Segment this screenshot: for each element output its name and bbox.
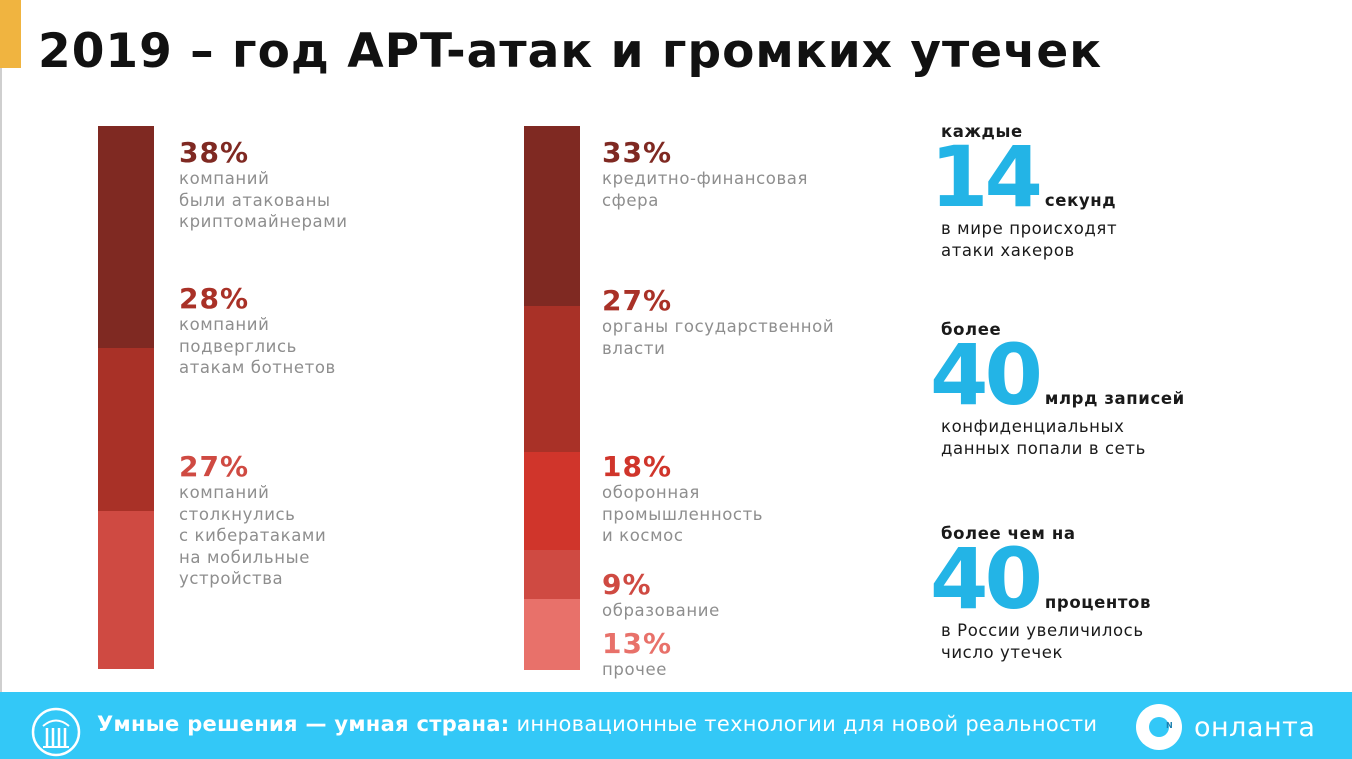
sector-percent: 9%	[602, 568, 652, 601]
stat-prefix: каждые	[941, 122, 1023, 141]
sector-bar-segment	[524, 126, 580, 306]
stat-desc-line: данных попали в сеть	[941, 439, 1146, 458]
stat-unit: млрд записей	[1044, 389, 1185, 408]
attack-bar-segment	[98, 347, 154, 512]
stat-desc-line: в России увеличилось	[941, 621, 1144, 640]
stat-leaks-growth: более чем на 40 процентов в России увели…	[930, 524, 1151, 664]
sector-desc-line: прочее	[602, 660, 668, 679]
sector-desc-line: кредитно-финансовая	[602, 169, 809, 188]
sector-item: 13% прочее	[602, 629, 672, 681]
sector-desc-line: и космос	[602, 526, 684, 545]
sector-bar-segment	[524, 452, 580, 551]
attack-bar-segment	[98, 126, 154, 348]
attack-bar-segment	[98, 511, 154, 669]
attack-percent: 28%	[179, 282, 250, 315]
sector-desc-line: оборонная	[602, 483, 700, 502]
attack-percent: 38%	[179, 136, 250, 169]
sector-desc-line: образование	[602, 601, 720, 620]
columns-emblem-icon	[31, 707, 81, 757]
sector-desc-line: власти	[602, 338, 666, 358]
stat-desc-line: атаки хакеров	[941, 241, 1075, 260]
sector-item: 27% органы государственной власти	[602, 286, 834, 359]
sector-percent: 33%	[602, 136, 673, 169]
stat-big-number: 14	[930, 128, 1043, 226]
stat-unit: секунд	[1044, 191, 1117, 210]
stat-desc-line: в мире происходят	[941, 219, 1118, 238]
attack-desc-line: криптомайнерами	[179, 212, 348, 231]
attack-item: 38% компаний были атакованы криптомайнер…	[179, 138, 348, 233]
footer-slogan-regular: инновационные технологии для новой реаль…	[516, 712, 1098, 736]
attack-desc-line: атакам ботнетов	[179, 358, 336, 377]
sector-item: 9% образование	[602, 570, 720, 622]
sector-item: 18% оборонная промышленность и космос	[602, 452, 763, 547]
left-border	[0, 0, 2, 692]
sector-desc-line: промышленность	[602, 504, 764, 524]
sector-item: 33% кредитно-финансовая сфера	[602, 138, 808, 211]
onlanta-logo-icon: N	[1136, 704, 1182, 750]
brand-name: онланта	[1194, 711, 1316, 743]
brand-logo: N онланта	[1136, 704, 1315, 750]
attack-types-bar	[98, 126, 154, 669]
footer-banner: Умные решения — умная страна: инновацион…	[0, 692, 1352, 759]
sector-desc-line: органы государственной	[602, 317, 835, 336]
stat-desc-line: конфиденциальных	[941, 417, 1125, 436]
attack-desc-line: были атакованы	[179, 190, 331, 210]
footer-slogan: Умные решения — умная страна: инновацион…	[97, 712, 1097, 736]
sector-percent: 27%	[602, 284, 673, 317]
attack-desc-line: устройства	[179, 569, 284, 588]
attack-desc-line: на мобильные	[179, 547, 311, 567]
attack-item: 28% компаний подверглись атакам ботнетов	[179, 284, 336, 379]
slide-title: 2019 – год APT-атак и громких утечек	[38, 24, 1103, 79]
attack-desc-line: компаний	[179, 315, 270, 334]
sector-percent: 13%	[602, 627, 673, 660]
stat-big-number: 40	[930, 326, 1043, 424]
attack-desc-line: компаний	[179, 169, 270, 188]
attack-desc-line: с кибератаками	[179, 526, 327, 545]
sector-bar-segment	[524, 599, 580, 670]
attack-desc-line: компаний	[179, 483, 270, 502]
stat-big-number: 40	[930, 530, 1043, 628]
stat-unit: процентов	[1044, 593, 1152, 612]
attack-item: 27% компаний столкнулись с кибератаками …	[179, 452, 326, 590]
attack-percent: 27%	[179, 450, 250, 483]
stat-desc-line: число утечек	[941, 643, 1064, 662]
attack-desc-line: подверглись	[179, 336, 297, 356]
accent-tab	[0, 0, 21, 68]
footer-slogan-bold: Умные решения — умная страна:	[97, 712, 510, 736]
stat-attacks-frequency: каждые 14 секунд в мире происходят атаки…	[930, 122, 1117, 262]
stat-prefix: более чем на	[941, 524, 1076, 543]
sector-percent: 18%	[602, 450, 673, 483]
sector-bar-segment	[524, 550, 580, 600]
attack-desc-line: столкнулись	[179, 504, 296, 524]
stat-prefix: более	[941, 320, 1002, 339]
sector-desc-line: сфера	[602, 190, 659, 210]
sector-bar-segment	[524, 305, 580, 453]
sectors-bar	[524, 126, 580, 670]
stat-records-leaked: более 40 млрд записей конфиденциальных д…	[930, 320, 1185, 460]
